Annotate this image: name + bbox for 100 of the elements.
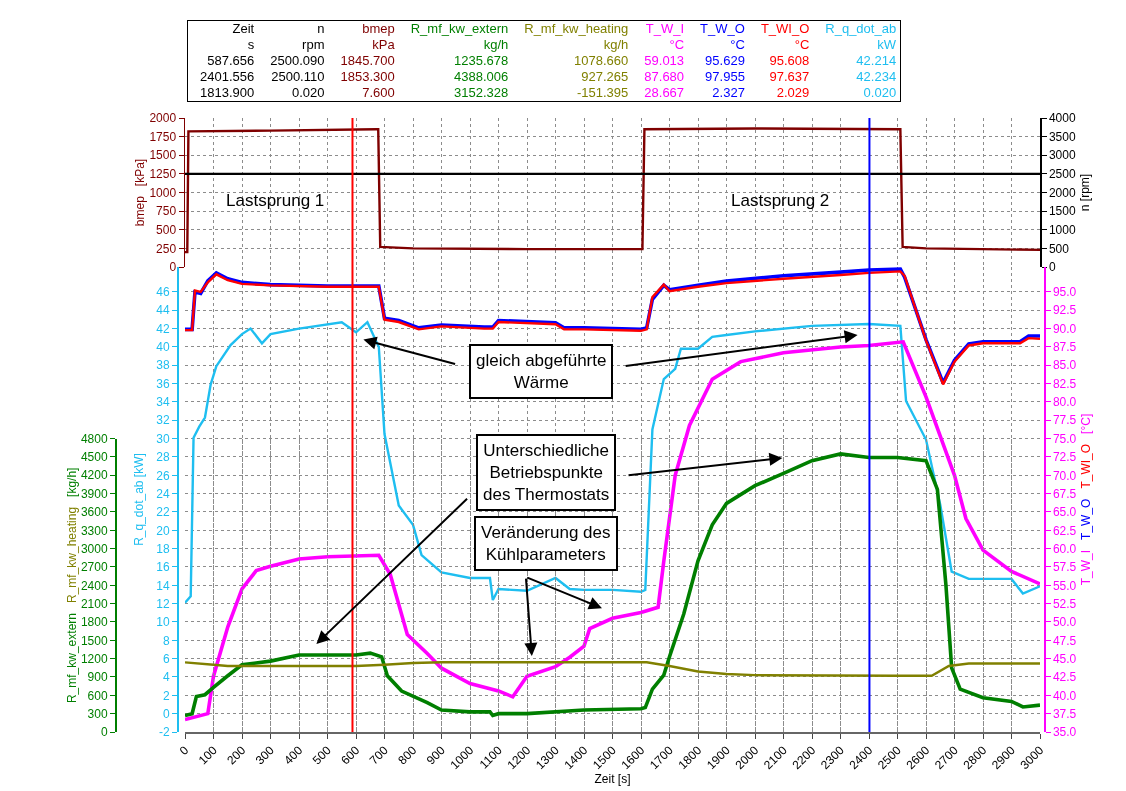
- y-tick-label: 8: [162, 633, 170, 648]
- text: 7.600: [361, 85, 396, 102]
- x-tick-label: 600: [338, 743, 363, 768]
- annotation: gleich abgeführte Wärme: [476, 351, 607, 393]
- text: 97.637: [768, 69, 811, 85]
- annotation: Veränderung des Kühlparameters: [481, 523, 611, 565]
- y-tick-label: 28: [156, 450, 170, 465]
- y3-tick-label: 1500: [80, 633, 108, 648]
- text: 42.214: [855, 53, 898, 69]
- y2-tick-label: 77.5: [1052, 413, 1077, 428]
- y-tick-label: 42: [156, 321, 170, 336]
- y-tick-label: 24: [156, 486, 170, 501]
- y-tick-label: 1000: [149, 185, 177, 200]
- y2-tick-label: 35.0: [1052, 725, 1077, 740]
- text: R_q_dot_ab: [824, 20, 898, 37]
- y2-tick-label: 50.0: [1052, 615, 1077, 630]
- text: °C: [729, 37, 746, 53]
- text: 0.020: [290, 85, 326, 102]
- y2-tick-label: 1000: [1048, 222, 1076, 237]
- text: 87.680: [643, 69, 686, 85]
- y2-tick-label: 95.0: [1052, 285, 1077, 300]
- y-tick-label: 250: [156, 241, 177, 256]
- y2-tick-label: 3500: [1048, 129, 1076, 144]
- text: -151.395: [576, 85, 630, 102]
- text: kW: [876, 37, 898, 53]
- text: kg/h: [482, 37, 510, 53]
- text: kPa: [371, 37, 396, 53]
- y2-tick-label: 82.5: [1052, 376, 1077, 391]
- y2-tick-label: 45.0: [1052, 651, 1077, 666]
- y-tick-label: 44: [156, 303, 170, 318]
- y3-tick-label: 3300: [80, 523, 108, 538]
- text: R_mf_kw_extern: [409, 20, 510, 37]
- text: 1853.300: [339, 69, 396, 85]
- text: 1813.900: [199, 85, 256, 102]
- text: T_W_O: [699, 20, 746, 37]
- y3-tick-label: 600: [87, 688, 108, 703]
- y3-tick-label: 4800: [80, 431, 108, 446]
- y3-tick-label: 1200: [80, 651, 108, 666]
- y3-tick-label: 4500: [80, 450, 108, 465]
- text: 927.265: [580, 69, 630, 85]
- y-tick-label: 2000: [149, 111, 177, 126]
- x-tick-label: 0: [176, 743, 192, 758]
- text: 97.955: [704, 69, 746, 85]
- text: °C: [793, 37, 811, 53]
- y2-tick-label: 87.5: [1052, 340, 1077, 355]
- y-tick-label: 18: [156, 541, 170, 556]
- y-tick-label: 22: [156, 505, 170, 520]
- y2-tick-label: 60.0: [1052, 541, 1077, 556]
- y2-tick-label: 70.0: [1052, 468, 1077, 483]
- text: 28.667: [643, 85, 686, 102]
- y-tick-label: 30: [156, 431, 170, 446]
- y-tick-label: 36: [156, 376, 170, 391]
- y-tick-label: 0: [169, 260, 177, 275]
- text: 2500.110: [270, 69, 326, 85]
- text: 3152.328: [453, 85, 510, 102]
- y2-axis-title: T_W_I T_W_O T_WI_O [°C]: [1078, 413, 1093, 586]
- y-tick-label: 34: [156, 395, 170, 410]
- y3-tick-label: 2100: [80, 596, 108, 611]
- y-tick-label: 14: [156, 578, 170, 593]
- y2-tick-label: 2000: [1048, 185, 1076, 200]
- y-tick-label: 2: [162, 688, 170, 703]
- y2-tick-label: 40.0: [1052, 688, 1077, 703]
- text: n: [316, 20, 326, 37]
- x-tick-label: 700: [366, 743, 392, 768]
- y3-axis-title: R_mf_kw_extern R_mf_kw_heating [kg/h]: [64, 467, 79, 704]
- text: Zeit: [231, 20, 256, 37]
- y2-tick-label: 90.0: [1052, 321, 1077, 336]
- y2-tick-label: 72.5: [1052, 450, 1077, 465]
- y2-tick-label: 42.5: [1052, 670, 1077, 685]
- text: 2401.556: [199, 69, 256, 85]
- y2-tick-label: 75.0: [1052, 431, 1077, 446]
- y-tick-label: 40: [156, 340, 170, 355]
- y-axis-title: R_q_dot_ab [kW]: [131, 453, 146, 546]
- y-tick-label: -2: [158, 725, 170, 740]
- text: 4388.006: [453, 69, 510, 85]
- y-tick-label: 46: [156, 285, 170, 300]
- text: 2.029: [775, 85, 811, 102]
- y2-tick-label: 47.5: [1052, 633, 1077, 648]
- text: T_W_I: [644, 20, 686, 37]
- text: 1235.678: [453, 53, 510, 69]
- y-tick-label: 1500: [149, 148, 177, 163]
- x-tick-label: 400: [281, 743, 306, 768]
- y2-tick-label: 1500: [1048, 204, 1076, 219]
- y3-tick-label: 2700: [80, 560, 108, 575]
- x-axis-title: Zeit [s]: [594, 772, 631, 787]
- y-tick-label: 4: [162, 670, 170, 685]
- x-tick-label: 800: [395, 743, 420, 768]
- text: 587.656: [206, 53, 256, 69]
- y-tick-label: 1250: [149, 167, 177, 182]
- text: 42.234: [855, 69, 898, 85]
- y-tick-label: 10: [156, 615, 170, 630]
- y-tick-label: 12: [156, 596, 170, 611]
- y2-tick-label: 0: [1048, 260, 1056, 275]
- y2-tick-label: 37.5: [1052, 706, 1077, 721]
- x-tick-label: 500: [309, 743, 335, 768]
- y2-tick-label: 92.5: [1052, 303, 1077, 318]
- text: 59.013: [643, 53, 686, 69]
- text: 2500.090: [269, 53, 326, 69]
- y3-tick-label: 2400: [80, 578, 108, 593]
- y3-tick-label: 4200: [80, 468, 108, 483]
